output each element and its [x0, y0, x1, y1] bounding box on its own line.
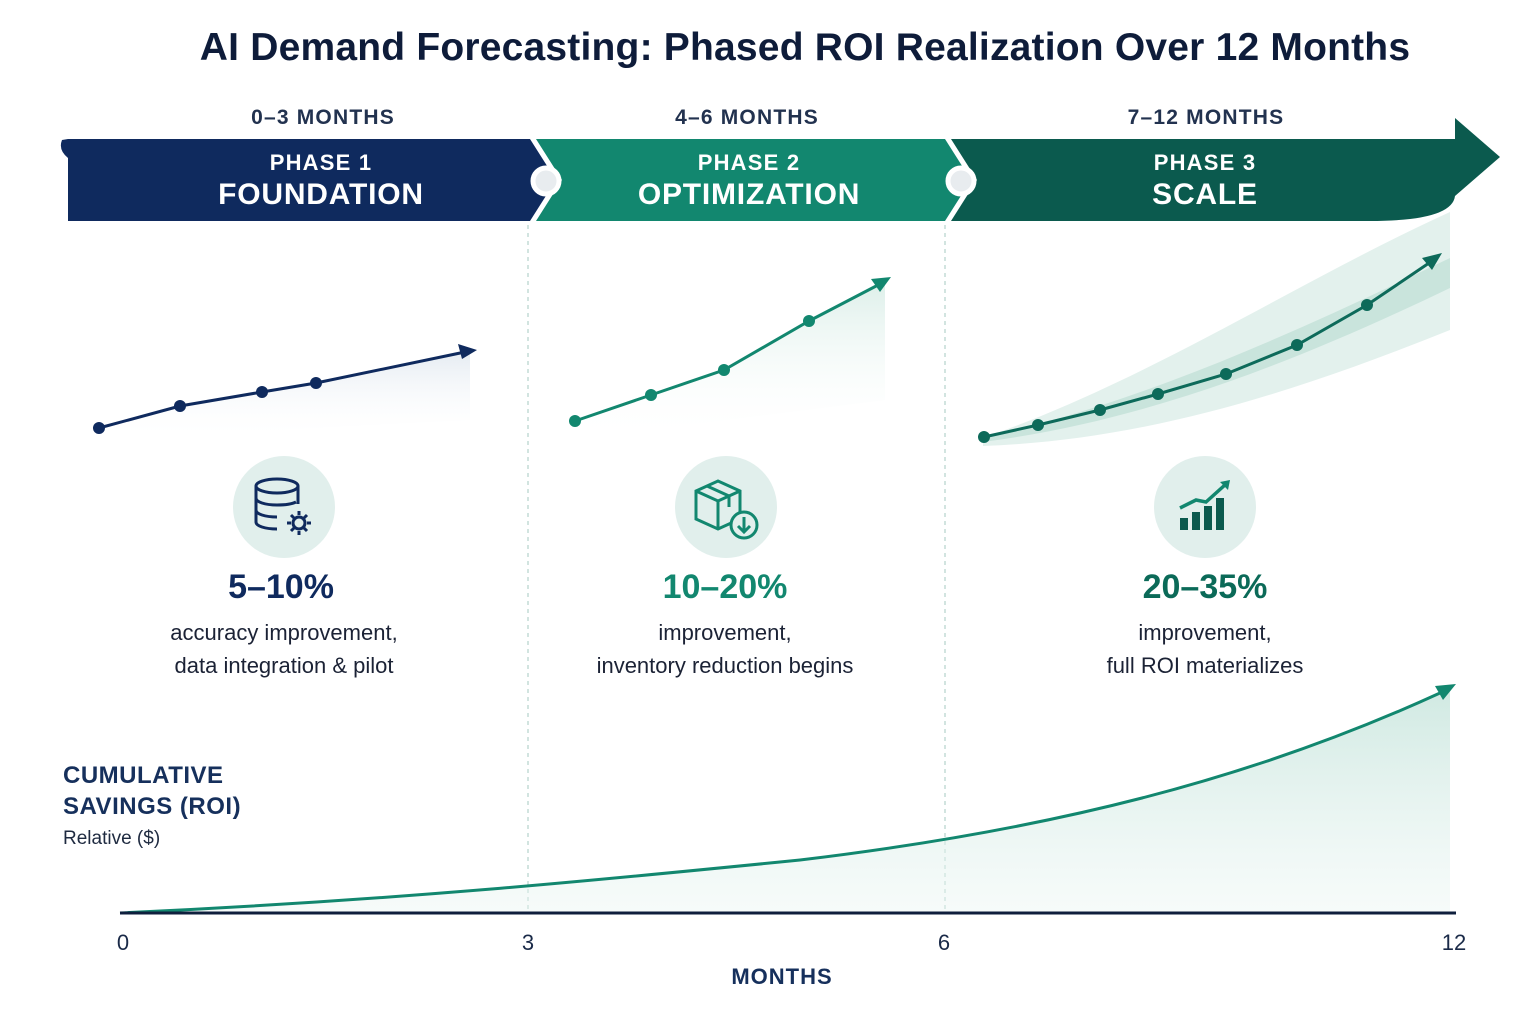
phase1-banner-text: PHASE 1 FOUNDATION [121, 150, 521, 212]
phase3-trend-points [978, 299, 1373, 443]
phase3-trend-arrow [1422, 253, 1442, 270]
phase1-description-line1: accuracy improvement, [170, 620, 398, 645]
phase2-trend-arrow [871, 277, 891, 292]
phase2-trend-points [569, 315, 815, 427]
phase2-banner [536, 139, 971, 221]
phase3-outer-band [983, 212, 1450, 446]
x-tick-3: 3 [521, 930, 535, 955]
chart-y-label: CUMULATIVE SAVINGS (ROI) [63, 760, 241, 822]
phase1-name: FOUNDATION [218, 178, 424, 211]
phase3-range: 7–12 MONTHS [1127, 106, 1285, 129]
phase1-range: 0–3 MONTHS [251, 106, 395, 129]
phase1-label: PHASE 1 [269, 150, 373, 175]
x-tick-6: 6 [937, 930, 951, 955]
milestone-marker-2 [945, 165, 977, 197]
phase2-banner-text: PHASE 2 OPTIMIZATION [549, 150, 949, 212]
phase1-banner [60, 139, 556, 221]
phase1-description-line2: data integration & pilot [174, 653, 394, 678]
phase2-percent: 10–20% [662, 568, 788, 606]
savings-arrow [1435, 684, 1456, 700]
phase3-banner-text: PHASE 3 SCALE [1005, 150, 1405, 212]
phase2-description-line2: inventory reduction begins [596, 653, 854, 678]
phase2-range: 4–6 MONTHS [675, 106, 819, 129]
box-download-icon [675, 456, 777, 558]
phase2-description: improvement, inventory reduction begins [525, 616, 925, 682]
phase1-trend-arrow [458, 344, 477, 359]
phase3-banner [951, 118, 1500, 221]
phase2-label: PHASE 2 [697, 150, 801, 175]
phase3-description-line2: full ROI materializes [1106, 653, 1304, 678]
page-title: AI Demand Forecasting: Phased ROI Realiz… [199, 26, 1411, 69]
milestone-marker-1 [530, 165, 562, 197]
x-tick-12: 12 [1441, 930, 1467, 955]
savings-curve [119, 691, 1441, 915]
database-gear-icon [233, 456, 335, 558]
growth-bars-icon [1154, 456, 1256, 558]
savings-area [120, 690, 1450, 913]
phase2-name: OPTIMIZATION [637, 178, 861, 211]
phase3-description-line1: improvement, [1138, 620, 1272, 645]
chart-y-label-line1: CUMULATIVE [63, 762, 224, 789]
phase1-trend-shade [99, 352, 470, 440]
phase3-label: PHASE 3 [1153, 150, 1257, 175]
x-tick-0: 0 [116, 930, 130, 955]
phase3-name: SCALE [1152, 178, 1258, 211]
phase2-description-line1: improvement, [658, 620, 792, 645]
phase1-percent: 5–10% [228, 568, 334, 606]
chart-y-sublabel: Relative ($) [63, 828, 161, 849]
phase1-trend-points [93, 377, 322, 434]
chart-x-label: MONTHS [731, 964, 833, 989]
chart-y-label-line2: SAVINGS (ROI) [63, 793, 242, 820]
phase3-percent: 20–35% [1142, 568, 1268, 606]
phase1-description: accuracy improvement, data integration &… [84, 616, 484, 682]
phase3-trend-line [983, 259, 1433, 439]
phase3-description: improvement, full ROI materializes [1005, 616, 1405, 682]
